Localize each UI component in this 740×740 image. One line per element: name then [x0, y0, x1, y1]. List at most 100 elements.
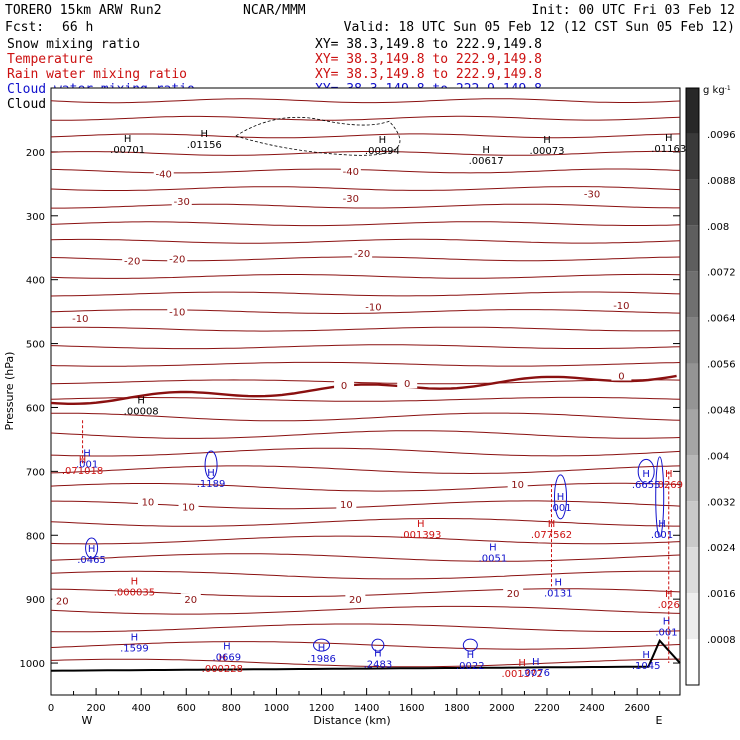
colorbar-label: .0016	[707, 589, 736, 600]
x-axis-title: Distance (km)	[313, 714, 390, 727]
maximum-h-marker: H	[665, 133, 673, 144]
maximum-h-marker: H	[88, 544, 96, 555]
colorbar-swatch	[686, 455, 699, 502]
isotherm-label: -30	[584, 189, 600, 200]
colorbar-label: .0056	[707, 360, 736, 371]
maximum-value: .00994	[365, 146, 400, 157]
fcst-value: 66 h	[62, 20, 93, 35]
y-tick-label: 800	[26, 531, 45, 542]
cloud-water-contour	[313, 638, 331, 652]
colorbar-label: .0072	[707, 268, 736, 279]
cloud-water-contour	[554, 474, 568, 520]
isotherm-label-bg	[611, 299, 632, 311]
isotherm-label: -20	[169, 255, 185, 266]
isotherm-label: -20	[124, 257, 140, 268]
y-axis-title: Pressure (hPa)	[3, 352, 16, 431]
y-tick-label: 900	[26, 595, 45, 606]
maximum-h-marker: H	[554, 578, 562, 589]
maximum-value: .001	[655, 628, 677, 639]
isotherm-line	[50, 482, 681, 492]
isotherm-label: 20	[507, 589, 520, 600]
cloud-water-contour	[85, 537, 99, 559]
y-tick-label: 500	[26, 340, 45, 351]
maximum-value: .000035	[114, 587, 155, 598]
x-left-end-label: W	[82, 714, 93, 727]
maximum-value: .00701	[110, 145, 145, 156]
maximum-h-marker: H	[318, 643, 326, 654]
x-tick-label: 1200	[309, 703, 334, 714]
isotherm-line	[50, 412, 681, 422]
colorbar-unit: g kg-1	[703, 85, 731, 96]
maximum-h-marker: H	[131, 633, 139, 644]
isotherm-label-bg	[503, 586, 524, 598]
maximum-value: .00617	[469, 156, 504, 167]
maximum-h-marker: H	[83, 449, 91, 460]
maximum-value: .1045	[632, 661, 661, 672]
maximum-value: .071018	[62, 466, 103, 477]
isotherm-line	[50, 291, 681, 297]
maximum-value: .6655	[632, 480, 661, 491]
isotherm-label: -30	[343, 194, 359, 205]
x-tick-label: 2000	[489, 703, 514, 714]
snow-maxima: H.00008H.01156H.00701H.00994H.00073H.006…	[110, 129, 686, 417]
maximum-h-marker: H	[489, 543, 497, 554]
isotherm-label: 10	[182, 503, 195, 514]
x-tick-label: 2400	[579, 703, 604, 714]
isotherm-label-bg	[52, 594, 73, 606]
isotherm-line	[51, 203, 680, 209]
isotherm-label: -20	[354, 249, 370, 260]
maximum-value: .026	[658, 600, 680, 611]
axes: 0 200 400 600 800 1000 1200 1400 1600 1800 2000 220…	[3, 148, 680, 727]
x-tick-label: 200	[87, 703, 106, 714]
isotherm-label-bg	[167, 305, 188, 317]
isotherm-line	[50, 115, 681, 121]
maximum-value: .1189	[197, 479, 226, 490]
isotherm-label-bg	[70, 312, 91, 324]
init-label: Init: 00 UTC Fri 03 Feb 12	[532, 3, 736, 18]
maximum-value: .1599	[120, 644, 149, 655]
isotherm-label-bg	[167, 252, 188, 264]
snow-contours	[235, 116, 401, 156]
maximum-h-marker: H	[482, 145, 490, 156]
y-tick-label: 1000	[20, 659, 45, 670]
colorbar-unit-exponent: -1	[725, 85, 731, 92]
temperature-isotherms: -40 -40 -30 -30 -30 -20 -20 -20 -10 -10 -10 -10 0 0 0 1…	[50, 98, 681, 668]
colorbar-label: .008	[707, 222, 729, 233]
isotherm-label: 20	[56, 596, 69, 607]
colorbar-unit-base: g kg	[703, 85, 725, 96]
isotherm-line	[50, 396, 681, 402]
isotherm-line	[50, 430, 681, 439]
y-tick-label: 600	[26, 403, 45, 414]
isotherm-line	[50, 518, 680, 527]
colorbar-swatch	[686, 593, 699, 640]
isotherm-line	[50, 238, 681, 244]
colorbar-swatch	[686, 639, 699, 685]
colorbar-swatch	[686, 547, 699, 594]
plot-frame	[50, 87, 681, 696]
maximum-value: .0051	[479, 554, 508, 565]
colorbar-swatch	[686, 133, 699, 180]
field-xy: XY= 38.3,149.8 to 222.9,149.8	[315, 37, 542, 52]
isotherm-line	[50, 221, 681, 227]
isotherm-label-bg	[507, 478, 528, 490]
isotherm-label-bg	[171, 195, 192, 207]
colorbar-frame	[685, 87, 700, 686]
rain-contours	[82, 420, 670, 664]
isotherm-line	[50, 658, 680, 668]
isotherm-line	[51, 326, 681, 332]
maximum-h-marker: H	[665, 589, 673, 600]
isotherm-label: -10	[613, 301, 629, 312]
isotherm-line	[50, 623, 681, 633]
isotherm-label: -10	[169, 308, 185, 319]
y-tick-label: 700	[26, 467, 45, 478]
isotherm-line	[50, 641, 681, 650]
x-tick-label: 2600	[624, 703, 649, 714]
y-tick-label: 200	[26, 148, 45, 159]
terrain-line	[50, 638, 681, 672]
colorbar: .0096 .0088 .008 .0072 .0064 .0056 .0048 .004 .0…	[685, 85, 736, 686]
isotherm-label: 20	[184, 595, 197, 606]
x-tick-label: 1000	[264, 703, 289, 714]
x-tick-label: 800	[222, 703, 241, 714]
colorbar-label: .0096	[707, 130, 736, 141]
x-tick-label: 0	[48, 703, 54, 714]
